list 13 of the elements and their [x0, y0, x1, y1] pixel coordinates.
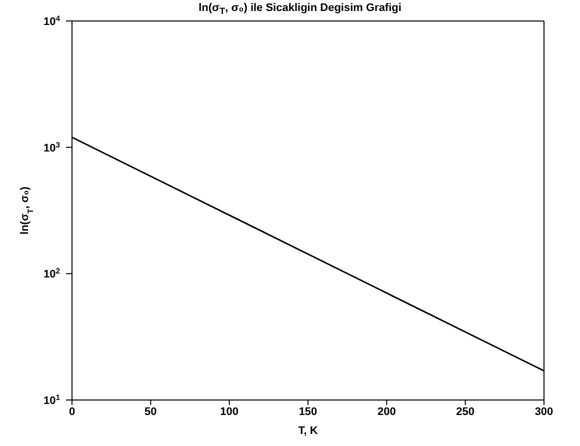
x-tick-label: 250	[456, 406, 475, 418]
x-tick-label: 150	[298, 406, 318, 418]
x-tick-label: 0	[68, 406, 76, 418]
x-axis-title: T, K	[298, 425, 318, 437]
x-tick-label: 100	[220, 406, 239, 418]
y-tick-label: 10$^{4}$	[43, 14, 61, 28]
y-tick-label: 10$^{1}$	[43, 392, 61, 407]
y-tick-label: 10$^{3}$	[43, 140, 60, 154]
x-tick-label: 200	[377, 406, 396, 418]
y-tick-label: 10$^{2}$	[43, 266, 60, 281]
chart-title: ln(σ$_{T}$, σ₀) ile Sicakligin Degisim Grafigi	[198, 2, 402, 16]
x-tick-label: 300	[534, 406, 554, 418]
x-tick-label: 50	[144, 406, 157, 418]
